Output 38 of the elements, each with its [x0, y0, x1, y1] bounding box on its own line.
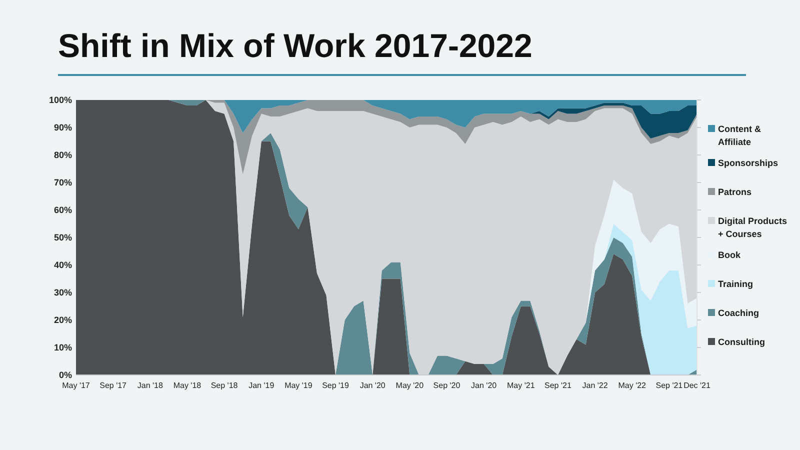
- legend-label: Consulting: [718, 337, 765, 347]
- y-tick-label: 40%: [54, 260, 72, 270]
- x-tick-label: May '20: [396, 381, 424, 390]
- y-tick-label: 30%: [54, 288, 72, 298]
- y-tick-label: 50%: [54, 232, 72, 243]
- y-tick-label: 90%: [54, 122, 72, 133]
- y-tick-label: 100%: [48, 95, 72, 106]
- x-tick-label: Jan '19: [248, 381, 275, 390]
- x-tick-label: May '18: [173, 381, 202, 390]
- x-tick-label: May '22: [618, 381, 647, 390]
- x-tick-label: Jan '20: [471, 381, 498, 390]
- x-tick-label: May '21: [507, 381, 536, 390]
- x-tick-label: Sep '21: [656, 381, 684, 390]
- x-tick-label: Jan '22: [582, 381, 608, 390]
- legend-label: Patrons: [718, 187, 752, 197]
- y-tick-label: 10%: [54, 342, 72, 353]
- legend-label: Content & Affiliate: [718, 124, 762, 147]
- x-tick-label: Jan '18: [137, 381, 164, 390]
- chart-title: Shift in Mix of Work 2017-2022: [58, 27, 532, 64]
- y-tick-label: 0%: [58, 370, 72, 380]
- legend-label: Training: [718, 279, 754, 289]
- x-tick-label: Sep '21: [544, 381, 572, 390]
- x-tick-label: Jan '20: [360, 381, 386, 390]
- x-tick-label: Sep '17: [100, 381, 128, 390]
- x-tick-label: Sep '19: [322, 381, 350, 390]
- y-tick-label: 60%: [54, 205, 72, 216]
- x-tick-label: May '19: [284, 381, 313, 390]
- x-tick-label: Sep '20: [433, 381, 461, 390]
- legend-label: Sponsorships: [718, 158, 778, 168]
- legend-label: Digital Products + Courses: [718, 216, 788, 239]
- y-tick-label: 20%: [54, 315, 72, 326]
- x-tick-label: May '17: [62, 381, 90, 390]
- y-tick-label: 80%: [54, 150, 72, 160]
- legend-label: Coaching: [718, 308, 760, 318]
- x-tick-label: Dec '21: [684, 381, 711, 390]
- y-tick-label: 70%: [54, 178, 72, 188]
- x-tick-label: Sep '18: [210, 381, 238, 390]
- legend-label: Book: [718, 250, 742, 260]
